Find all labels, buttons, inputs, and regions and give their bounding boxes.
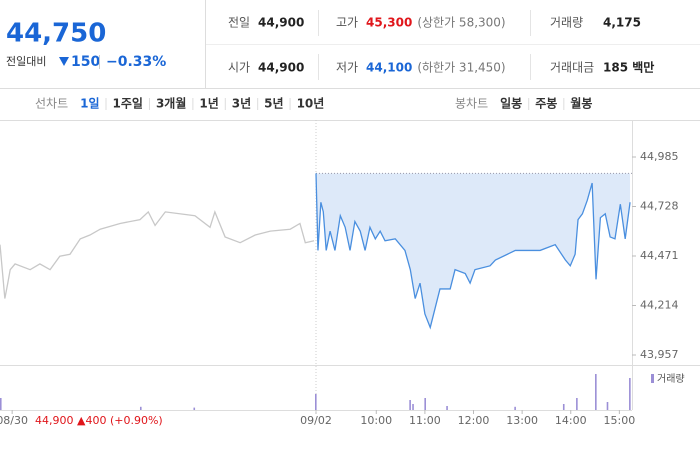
volume-bar <box>409 400 411 410</box>
volume-bar <box>562 404 565 410</box>
tab-group-label: 선차트 <box>35 97 68 111</box>
stat-note: (상한가 58,300) <box>417 16 505 30</box>
y-tick-label: 44,214 <box>640 299 679 312</box>
price-line <box>0 209 315 299</box>
stat-label: 저가 <box>336 61 358 75</box>
tab-group-label: 봉차트 <box>455 97 488 111</box>
volume-bar <box>514 406 516 410</box>
tab[interactable]: 5년 <box>264 97 283 111</box>
y-tick-label: 43,957 <box>640 348 679 361</box>
y-tick-label: 44,471 <box>640 249 679 262</box>
tab[interactable]: 1년 <box>199 97 218 111</box>
stat-label: 전일 <box>228 16 250 30</box>
volume-bar <box>139 406 142 410</box>
x-tick-label: 09/02 <box>300 414 332 427</box>
stat-label: 고가 <box>336 16 358 30</box>
x-tick-label: 12:00 <box>458 414 490 427</box>
volume-bar <box>424 398 426 410</box>
volume-bar <box>193 407 196 410</box>
current-price: 44,750 <box>6 19 106 49</box>
x-tick-label: 13:00 <box>506 414 538 427</box>
change-label: 전일대비 <box>6 54 46 68</box>
tab[interactable]: 주봉 <box>535 97 557 111</box>
tab[interactable]: 1일 <box>80 97 99 111</box>
area-fill <box>316 173 631 328</box>
x-tick-label: 14:00 <box>555 414 587 427</box>
volume-bar <box>595 374 597 410</box>
tab[interactable]: 월봉 <box>570 96 592 111</box>
volume-bar <box>446 406 448 410</box>
change-pct: −0.33% <box>106 54 166 70</box>
stat-value: 45,300 <box>366 16 412 30</box>
stat-value: 44,900 <box>258 61 304 75</box>
legend-label: 거래량 <box>657 373 685 385</box>
stat-label: 거래량 <box>550 16 583 30</box>
tab[interactable]: 3개월 <box>156 96 186 111</box>
x-tick-label: 11:00 <box>409 414 441 427</box>
volume-bar <box>576 398 578 410</box>
y-tick-label: 44,728 <box>640 200 679 213</box>
stat-label: 거래대금 <box>550 61 594 75</box>
x-tick-label: 10:00 <box>360 414 392 427</box>
tab[interactable]: 1주일 <box>113 97 143 111</box>
change: 150 <box>71 54 100 70</box>
stat-value: 4,175 <box>603 16 641 30</box>
tab[interactable]: 10년 <box>297 97 325 111</box>
y-tick-label: 44,985 <box>640 150 679 163</box>
volume-bar <box>0 398 2 410</box>
x-tick-label: 08/30 <box>0 414 28 427</box>
stat-value: 44,100 <box>366 61 412 75</box>
legend-swatch <box>651 374 654 383</box>
tab[interactable]: 일봉 <box>500 97 522 111</box>
stat-value: 44,900 <box>258 16 304 30</box>
tabs: 선차트 1일 1주일 3개월 1년 3년 5년 10년 봉차트 일봉 주봉 월봉 <box>35 96 592 111</box>
tab[interactable]: 3년 <box>232 97 251 111</box>
down-arrow <box>59 57 69 66</box>
volume-bar <box>606 402 609 410</box>
stat-note: (하한가 31,450) <box>417 61 505 75</box>
x-tick-label: 15:00 <box>604 414 636 427</box>
annotation: 44,900 ▲400 (+0.90%) <box>35 414 163 427</box>
price-line <box>315 173 631 330</box>
volume-bar <box>412 404 414 410</box>
volume-bar <box>315 394 317 410</box>
volume-bar <box>629 378 631 410</box>
stat-value: 185 백만 <box>603 60 654 75</box>
stat-label: 시가 <box>228 61 250 75</box>
